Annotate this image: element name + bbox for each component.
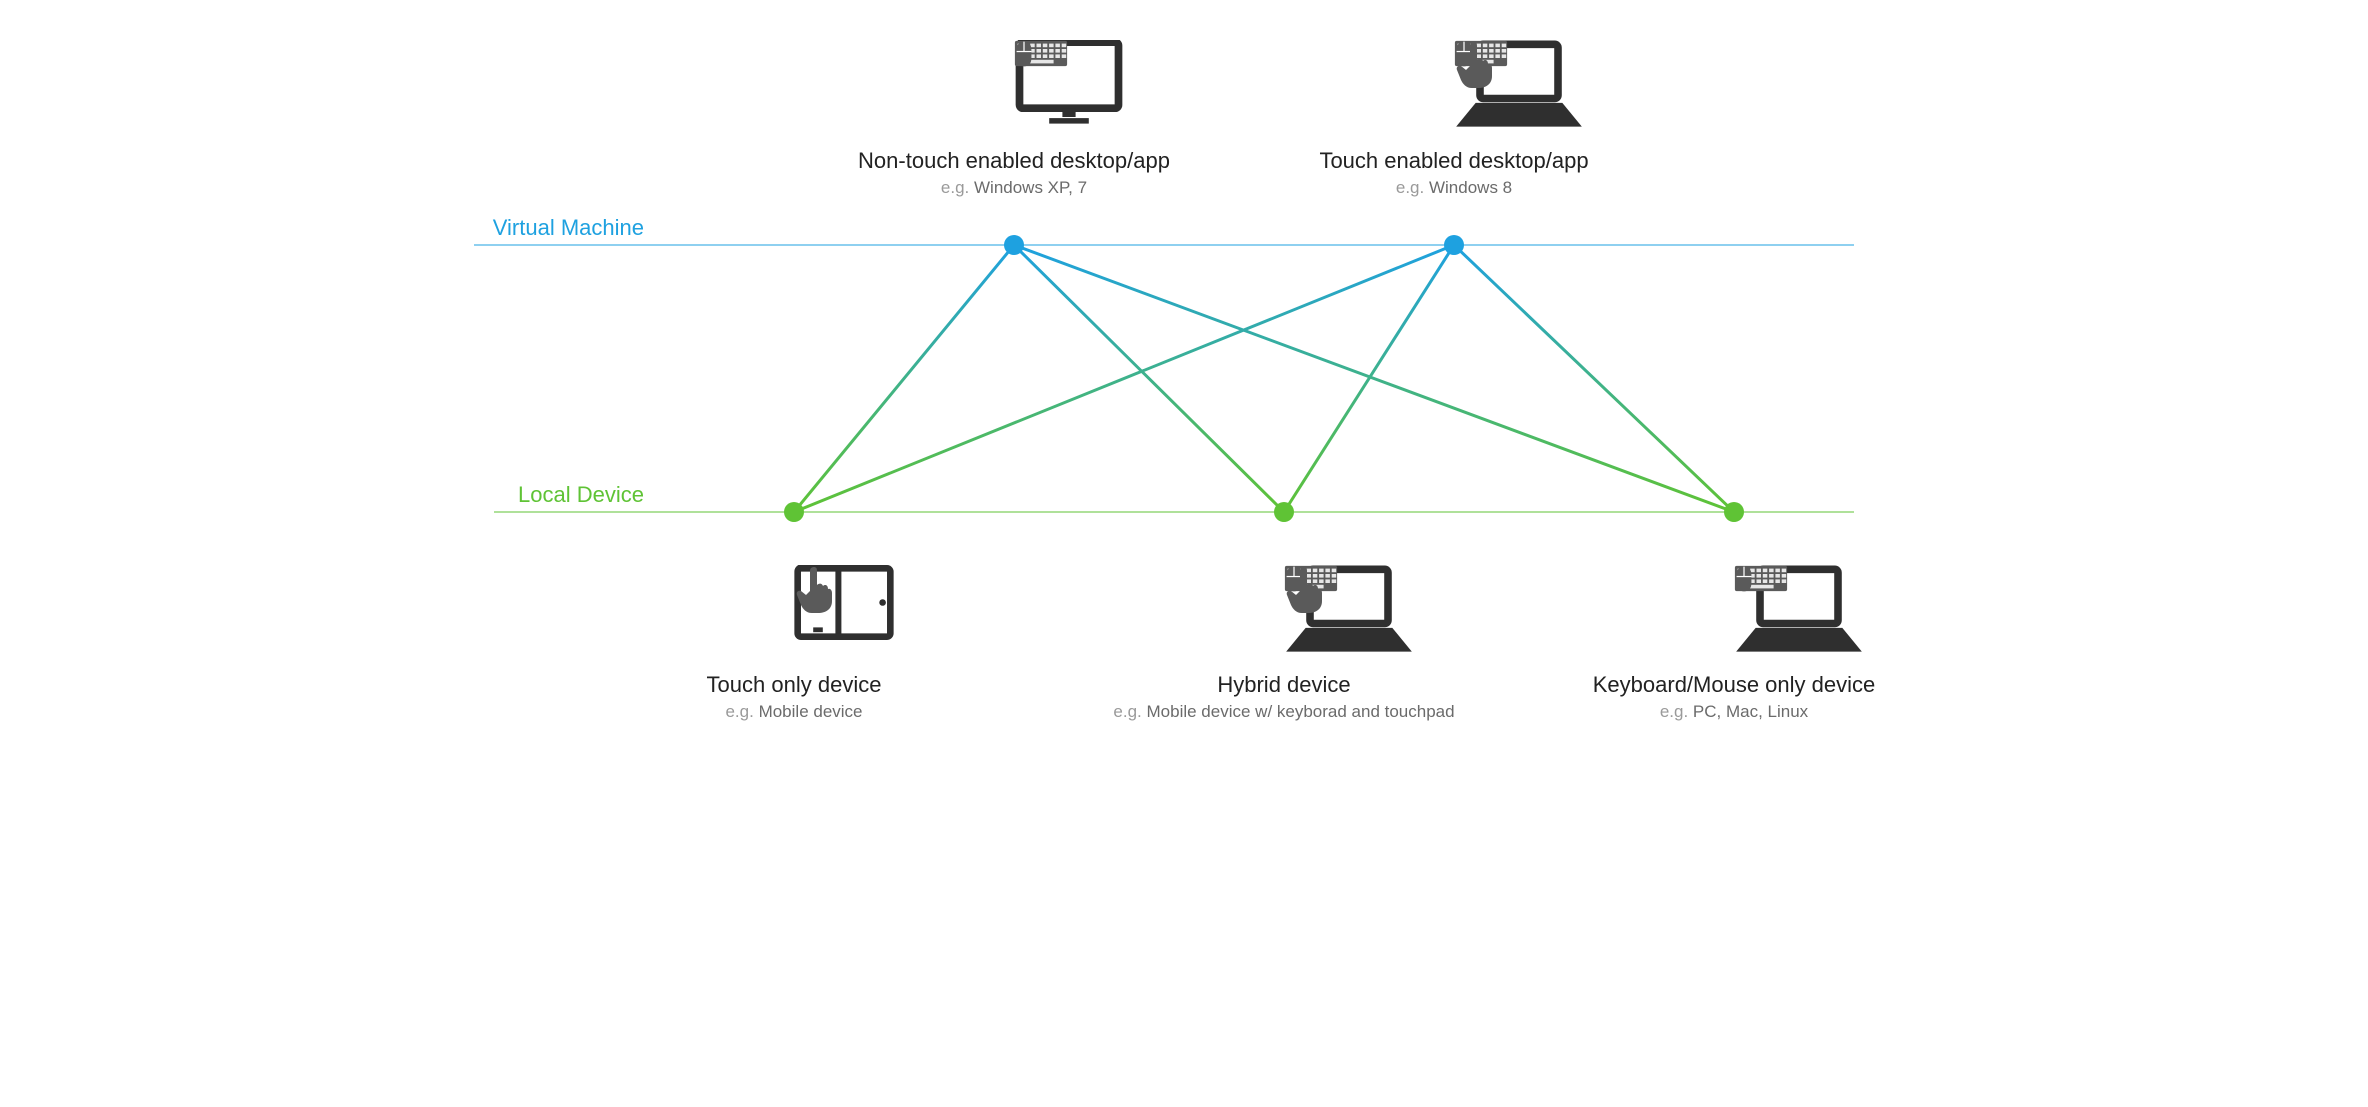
touch-hand-icon bbox=[1284, 565, 1324, 615]
top-node-touch-subtitle: e.g. Windows 8 bbox=[1319, 178, 1588, 198]
virtual-machine-tier-label: Virtual Machine bbox=[493, 215, 644, 241]
top-node-nontouch-label: Non-touch enabled desktop/app e.g. Window… bbox=[858, 148, 1170, 198]
bottom-node-hybrid-subtitle: e.g. Mobile device w/ keyborad and touch… bbox=[1113, 702, 1454, 722]
bottom-node-hybrid-label: Hybrid device e.g. Mobile device w/ keybo… bbox=[1113, 672, 1454, 722]
top-node-touch-subtitle-value: Windows 8 bbox=[1429, 178, 1512, 197]
touch-hand-icon bbox=[1454, 40, 1494, 90]
bottom-node-touchonly-label: Touch only device e.g. Mobile device bbox=[707, 672, 882, 722]
top-node-touch-subtitle-prefix: e.g. bbox=[1396, 178, 1429, 197]
node-dot-hybrid bbox=[1274, 502, 1294, 522]
bottom-node-kbmouse-subtitle-prefix: e.g. bbox=[1660, 702, 1693, 721]
mouse-icon bbox=[1014, 40, 1034, 68]
bottom-node-hybrid-title: Hybrid device bbox=[1113, 672, 1454, 698]
bottom-node-touchonly-subtitle-value: Mobile device bbox=[759, 702, 863, 721]
bottom-node-hybrid-subtitle-prefix: e.g. bbox=[1113, 702, 1146, 721]
node-dot-touchonly bbox=[784, 502, 804, 522]
touch-hand-icon bbox=[794, 565, 834, 615]
bottom-node-kbmouse-subtitle-value: PC, Mac, Linux bbox=[1693, 702, 1808, 721]
top-node-nontouch-title: Non-touch enabled desktop/app bbox=[858, 148, 1170, 174]
top-node-nontouch-subtitle: e.g. Windows XP, 7 bbox=[858, 178, 1170, 198]
edge-nontouch-touchonly bbox=[794, 245, 1014, 512]
top-node-touch-title: Touch enabled desktop/app bbox=[1319, 148, 1588, 174]
top-node-nontouch-subtitle-prefix: e.g. bbox=[941, 178, 974, 197]
edge-nontouch-hybrid bbox=[1014, 245, 1284, 512]
bottom-node-hybrid-subtitle-value: Mobile device w/ keyborad and touchpad bbox=[1147, 702, 1455, 721]
node-dot-touch bbox=[1444, 235, 1464, 255]
node-dot-nontouch bbox=[1004, 235, 1024, 255]
bottom-node-kbmouse-subtitle: e.g. PC, Mac, Linux bbox=[1593, 702, 1876, 722]
vm-local-device-diagram: Virtual Machine Local Device Non-touch e… bbox=[394, 0, 1974, 740]
edge-touch-kbmouse bbox=[1454, 245, 1734, 512]
mouse-icon bbox=[1734, 565, 1754, 593]
node-dot-kbmouse bbox=[1724, 502, 1744, 522]
bottom-node-touchonly-title: Touch only device bbox=[707, 672, 882, 698]
bottom-node-kbmouse-label: Keyboard/Mouse only device e.g. PC, Mac, … bbox=[1593, 672, 1876, 722]
top-node-nontouch-subtitle-value: Windows XP, 7 bbox=[974, 178, 1087, 197]
local-device-tier-label: Local Device bbox=[518, 482, 644, 508]
top-node-touch-label: Touch enabled desktop/app e.g. Windows 8 bbox=[1319, 148, 1588, 198]
bottom-node-touchonly-subtitle-prefix: e.g. bbox=[725, 702, 758, 721]
bottom-node-kbmouse-title: Keyboard/Mouse only device bbox=[1593, 672, 1876, 698]
bottom-node-touchonly-subtitle: e.g. Mobile device bbox=[707, 702, 882, 722]
edge-touch-hybrid bbox=[1284, 245, 1454, 512]
